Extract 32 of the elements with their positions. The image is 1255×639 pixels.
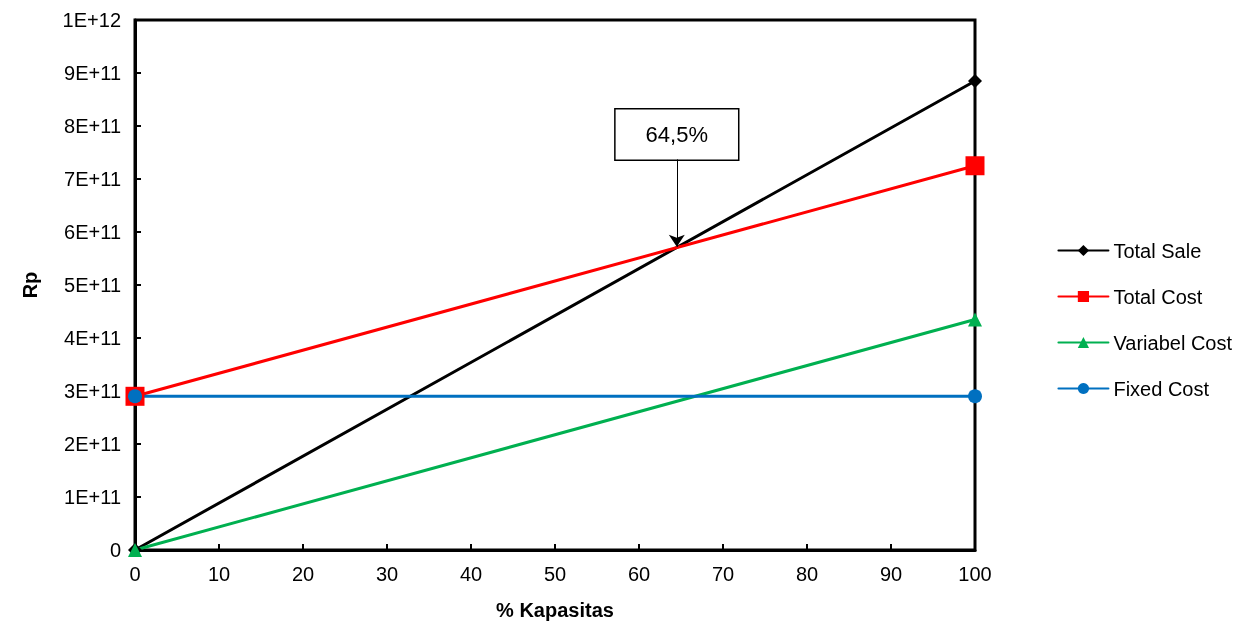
y-tick-label: 3E+11 — [64, 380, 121, 402]
legend-label: Total Cost — [1113, 285, 1203, 308]
legend-label: Total Sale — [1113, 239, 1202, 262]
y-tick-label: 5E+11 — [64, 274, 121, 296]
y-tick-label: 9E+11 — [64, 62, 121, 84]
x-tick-label: 100 — [958, 563, 992, 585]
x-tick-label: 30 — [375, 563, 399, 585]
legend-label: Fixed Cost — [1113, 377, 1210, 400]
x-tick-label: 40 — [459, 563, 483, 585]
x-tick-label: 0 — [129, 563, 141, 585]
point — [965, 156, 985, 176]
y-tick-label: 6E+11 — [64, 221, 121, 243]
x-tick-label: 10 — [207, 563, 231, 585]
x-tick-label: 50 — [543, 563, 567, 585]
x-tick-label: 60 — [627, 563, 651, 585]
y-tick-label: 8E+11 — [64, 115, 121, 137]
y-tick-label: 1E+12 — [62, 9, 121, 31]
y-tick-label: 1E+11 — [64, 486, 121, 508]
annotation: 64,5% — [645, 121, 708, 147]
point — [968, 389, 982, 404]
point — [968, 73, 982, 88]
y-tick-label: 0 — [109, 539, 121, 561]
x-tick-label: 20 — [291, 563, 315, 585]
legend-label: Variabel Cost — [1113, 331, 1233, 354]
y-tick-label: 4E+11 — [64, 327, 121, 349]
x-tick-label: 70 — [711, 563, 735, 585]
y-axis-title: Rp — [19, 271, 41, 299]
y-tick-label: 7E+11 — [64, 168, 121, 190]
x-tick-label: 80 — [795, 563, 819, 585]
y-tick-label: 2E+11 — [64, 433, 121, 455]
x-axis-title: % Kapasitas — [496, 599, 614, 621]
x-tick-label: 90 — [879, 563, 903, 585]
